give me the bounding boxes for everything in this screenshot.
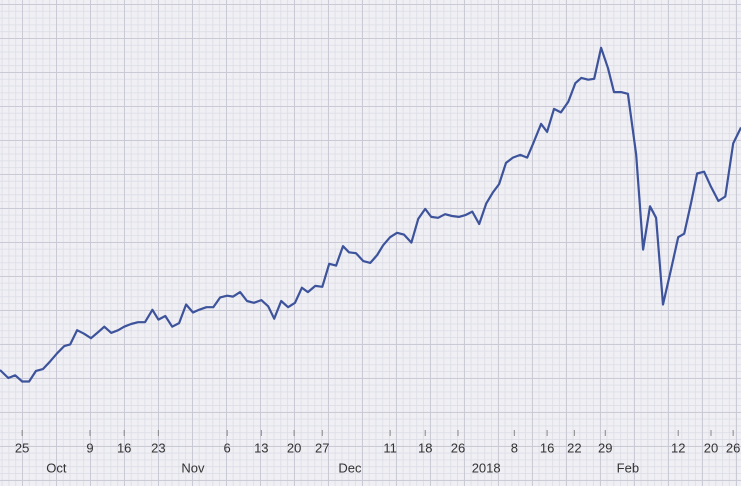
- x-tick-label: 16: [117, 440, 131, 455]
- month-label: Dec: [338, 460, 362, 475]
- x-tick-label: 18: [418, 440, 432, 455]
- month-label: Nov: [181, 460, 205, 475]
- x-tick-label: 26: [451, 440, 465, 455]
- month-label: Oct: [46, 460, 67, 475]
- x-tick-label: 12: [671, 440, 685, 455]
- x-tick-label: 20: [704, 440, 718, 455]
- line: [0, 46, 741, 383]
- x-tick-label: 26: [726, 440, 740, 455]
- x-tick-label: 23: [151, 440, 165, 455]
- x-tick-label: 9: [86, 440, 93, 455]
- month-label: Feb: [617, 460, 639, 475]
- x-tick-label: 13: [254, 440, 268, 455]
- x-tick-label: 25: [15, 440, 29, 455]
- x-tick-label: 16: [540, 440, 554, 455]
- month-label: 2018: [472, 460, 501, 475]
- x-tick-label: 11: [383, 440, 397, 455]
- x-tick-label: 27: [315, 440, 329, 455]
- x-tick-label: 22: [567, 440, 581, 455]
- x-tick-label: 29: [598, 440, 612, 455]
- x-tick-label: 6: [224, 440, 231, 455]
- x-tick-label: 20: [287, 440, 301, 455]
- x-tick-label: 8: [511, 440, 518, 455]
